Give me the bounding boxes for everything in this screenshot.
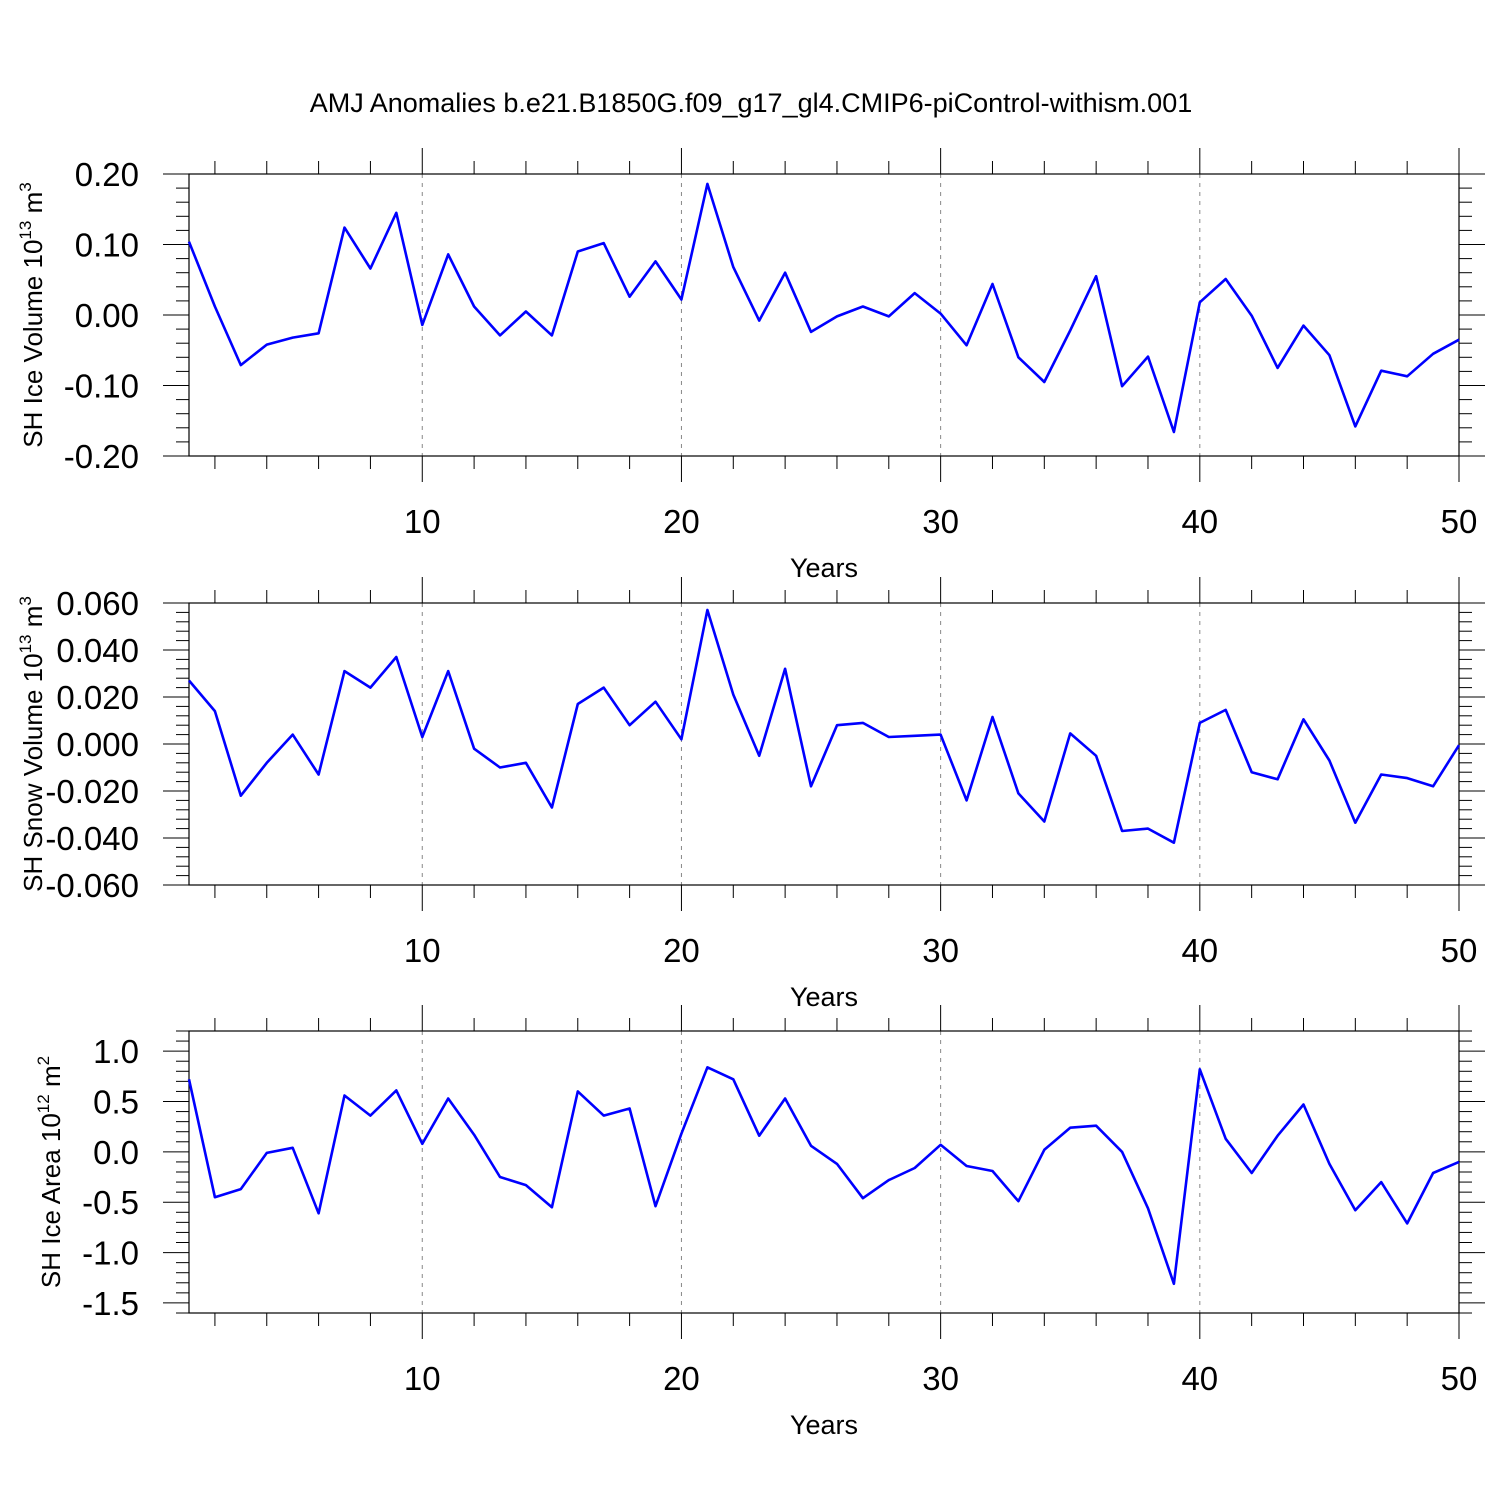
y-tick-label: 0.5 [93,1084,139,1121]
x-tick-label: 40 [1181,1360,1218,1397]
series-line [188,608,1461,845]
x-tick-label: 20 [663,1360,700,1397]
x-axis-label: Years [790,982,858,1012]
chart-panels: 10 20 30 40 50 0.20 0.10 0.00 -0.10 -0.20 Years SH … [16,148,1485,1440]
x-tick-label: 30 [922,932,959,969]
chart-title: AMJ Anomalies b.e21.B1850G.f09_g17_gl4.C… [310,88,1192,118]
y-tick-label: -0.20 [64,438,139,475]
series-line [187,182,1460,434]
y-tick-label: 0.20 [75,156,139,193]
y-tick-label: 0.00 [75,297,139,334]
x-tick-label: 50 [1441,932,1478,969]
panel-2: 10 20 30 40 50 0.060 0.040 0.020 0.000 -0.020 -0.0… [16,577,1485,1012]
y-tick-label: 0.040 [56,632,139,669]
x-tick-label: 30 [922,1360,959,1397]
y-tick-label: 0.000 [56,726,139,763]
x-tick-label: 10 [404,503,441,540]
x-tick-label: 30 [922,503,959,540]
panel-1: 10 20 30 40 50 0.20 0.10 0.00 -0.10 -0.20 Years SH … [16,148,1485,583]
x-tick-label: 10 [404,1360,441,1397]
x-tick-label: 50 [1441,1360,1478,1397]
x-tick-label: 40 [1181,932,1218,969]
x-axis-label: Years [790,553,858,583]
y-tick-label: -0.5 [82,1184,139,1221]
plot-frame [188,602,1460,886]
y-tick-label: 1.0 [93,1033,139,1070]
plot-frame [188,173,1460,457]
y-axis-label: SH Ice Area 1012 m2 [34,1056,66,1288]
panel-3: 10 20 30 40 50 1.0 0.5 0.0 -0.5 -1.0 -1.5 Years SH I… [34,1005,1485,1440]
y-tick-label: -0.10 [64,368,139,405]
x-tick-label: 20 [663,932,700,969]
y-tick-label: -0.040 [45,820,139,857]
x-axis-label: Years [790,1410,858,1440]
y-tick-label: 0.0 [93,1134,139,1171]
plot-frame [188,1030,1460,1314]
y-axis-label: SH Ice Volume 1013 m3 [16,182,48,447]
x-tick-label: 20 [663,503,700,540]
y-tick-label: -0.020 [45,773,139,810]
y-tick-label: -0.060 [45,867,139,904]
y-axis-label: SH Snow Volume 1013 m3 [16,596,48,892]
y-tick-label: -1.5 [82,1285,139,1322]
x-tick-label: 50 [1441,503,1478,540]
x-tick-label: 10 [404,932,441,969]
y-tick-label: 0.10 [75,227,139,264]
x-tick-label: 40 [1181,503,1218,540]
y-tick-label: 0.060 [56,585,139,622]
y-tick-label: -1.0 [82,1235,139,1272]
series-line [187,1066,1460,1286]
y-tick-label: 0.020 [56,679,139,716]
